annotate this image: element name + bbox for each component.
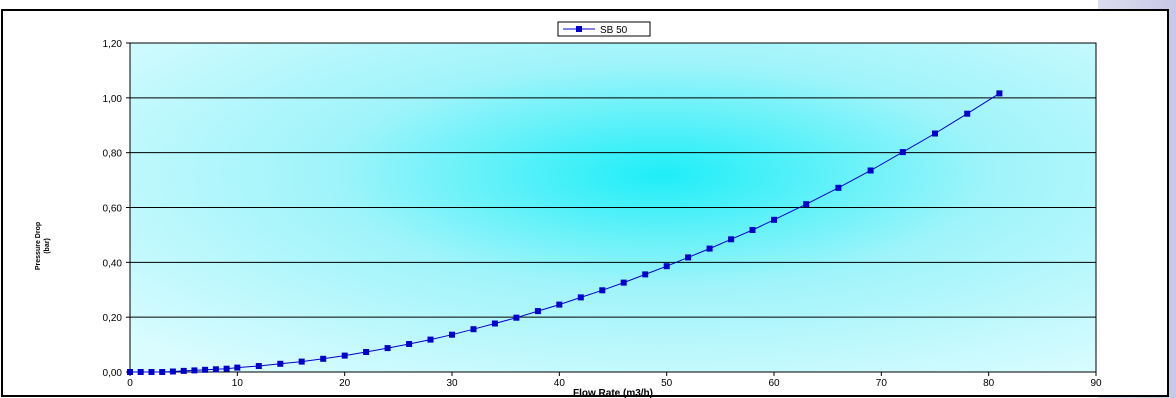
y-tick-label: 1,20 [103,39,123,50]
data-point [159,369,166,375]
data-point [964,110,971,117]
data-point [771,216,777,223]
legend: SB 50 [557,21,651,37]
data-point [642,271,649,278]
x-tick-label: 20 [339,378,351,389]
data-point [867,167,874,174]
x-tick-label: 90 [1090,378,1102,389]
data-point [749,227,756,233]
data-point [996,90,1003,97]
data-point [835,184,842,191]
y-tick-label: 0,00 [103,368,123,379]
y-tick-label: 0,20 [103,313,123,324]
data-point [534,308,541,315]
data-point [577,294,584,301]
data-point [513,314,520,321]
data-point [899,149,906,156]
y-tick-label: 0,40 [103,258,123,269]
x-tick-label: 60 [768,378,780,389]
series-sb50 [127,90,1003,375]
data-point [191,367,198,374]
y-axis-label-line1: Pressure Drop [35,222,42,270]
legend-marker [576,26,582,32]
data-point [137,369,144,375]
data-point [363,349,370,355]
x-tick-label: 70 [876,378,888,389]
x-tick-label: 80 [983,378,995,389]
data-point [449,331,455,338]
data-point [169,368,176,375]
data-point [223,365,230,372]
y-tick-label: 0,60 [103,204,123,215]
data-point [491,320,498,327]
data-point [803,201,810,208]
data-point [298,358,305,365]
data-point [706,245,713,252]
data-point [384,345,391,352]
x-tick-label: 0 [127,378,133,389]
x-axis-ticks: 0 10 20 30 40 50 60 70 80 90 [127,372,1102,389]
y-axis-label: Pressure Drop (bar) [35,222,51,270]
data-point [663,263,670,270]
x-tick-label: 50 [661,378,673,389]
data-point [685,254,692,261]
legend-box [557,21,651,37]
data-point [127,369,133,375]
x-tick-label: 10 [232,378,244,389]
data-point [728,236,735,243]
data-point [180,367,187,374]
data-point [470,326,477,333]
gridlines [130,97,1096,318]
data-point [212,366,219,373]
data-point [148,369,155,375]
data-point [599,287,606,294]
y-tick-label: 1,00 [103,94,123,105]
legend-label-sb50: SB 50 [600,25,628,36]
x-axis-label: Flow Rate (m3/h) [573,388,653,398]
data-point [932,130,938,137]
data-point [277,360,284,367]
data-point [320,355,327,362]
data-point [427,336,434,343]
data-point [234,364,241,371]
data-point [556,301,563,308]
data-point [406,341,413,347]
data-point [255,363,262,369]
x-tick-label: 40 [554,378,566,389]
data-point [341,352,348,359]
data-point [202,366,209,373]
x-tick-label: 30 [446,378,458,389]
data-point [620,279,627,286]
y-tick-label: 0,80 [103,149,123,160]
y-axis-label-line2: (bar) [44,238,51,254]
